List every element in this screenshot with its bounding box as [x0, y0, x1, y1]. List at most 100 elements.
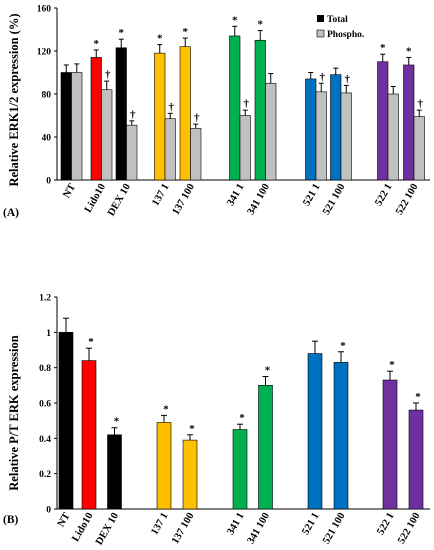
significance-mark: * — [380, 42, 386, 54]
bar-ratio-521-1 — [307, 353, 323, 510]
x-tick-label: 137 100 — [170, 511, 197, 546]
y-tick-label: 0.6 — [39, 400, 51, 410]
bar-phospho-nt — [71, 72, 83, 181]
significance-mark: † — [345, 73, 351, 85]
x-tick-label: 341 100 — [246, 182, 273, 217]
y-tick-label: 1.2 — [39, 294, 51, 304]
significance-mark: † — [320, 71, 326, 83]
bar-phospho-521-1 — [315, 91, 327, 181]
significance-mark: * — [119, 27, 125, 39]
y-tick-label: 0.8 — [39, 364, 51, 374]
y-tick-label: 0.4 — [39, 435, 51, 445]
significance-mark: † — [169, 101, 175, 113]
legend: Total Phospho. — [316, 15, 364, 40]
bar-phospho-521-100 — [340, 92, 352, 181]
x-tick-label: 522 100 — [394, 182, 421, 217]
significance-mark: * — [406, 45, 412, 57]
y-tick-label: 0 — [46, 506, 51, 516]
x-tick-label: DEX 10 — [106, 182, 133, 218]
bar-total-341-100 — [254, 39, 266, 181]
x-tick-label: 522 1 — [375, 511, 396, 537]
significance-mark: † — [194, 112, 200, 124]
significance-mark: * — [94, 38, 100, 50]
bar-total-137-1 — [154, 52, 166, 181]
x-tick-label: 521 1 — [300, 511, 321, 537]
x-tick-label: NT — [56, 511, 73, 529]
x-tick-label: 137 1 — [149, 511, 170, 537]
significance-mark: * — [239, 412, 245, 424]
legend-label-total: Total — [327, 15, 348, 25]
bar-ratio-522-100 — [408, 409, 424, 510]
panel-a-chart: 0 40 80 120 160 Relative ERK1/2 expression (%… — [3, 5, 430, 219]
bar-ratio-137-100 — [182, 439, 198, 510]
significance-mark: † — [418, 98, 424, 110]
significance-mark: * — [114, 416, 120, 428]
x-tick-label: 341 1 — [225, 182, 246, 208]
bar-phospho-137-1 — [164, 118, 176, 181]
significance-mark: * — [88, 336, 94, 348]
panel-label-b: (B) — [3, 514, 19, 526]
bar-phospho-522-100 — [413, 116, 425, 181]
bar-phospho-dex-10 — [126, 124, 138, 181]
bar-ratio-137-1 — [156, 422, 172, 510]
bar-ratio-nt — [58, 332, 74, 510]
legend-swatch-phospho — [316, 29, 325, 38]
significance-mark: * — [183, 26, 189, 38]
x-tick-label: 521 100 — [321, 511, 348, 546]
bar-total-521-1 — [305, 78, 317, 181]
x-tick-label: 341 100 — [246, 511, 273, 546]
bar-phospho-lido10 — [101, 89, 113, 181]
bar-total-521-100 — [330, 74, 342, 181]
significance-mark: * — [415, 391, 421, 403]
x-tick-label: 521 1 — [301, 182, 322, 208]
legend-label-phospho: Phospho. — [327, 30, 364, 40]
bar-ratio-522-1 — [382, 379, 398, 510]
x-tick-label: 521 100 — [321, 182, 348, 217]
significance-mark: † — [130, 109, 136, 121]
significance-mark: * — [265, 365, 271, 377]
x-tick-label: 137 1 — [150, 182, 171, 208]
bar-total-522-1 — [377, 61, 389, 181]
bar-phospho-341-100 — [265, 82, 277, 181]
significance-mark: * — [163, 403, 169, 415]
bar-phospho-341-1 — [239, 115, 251, 181]
significance-mark: † — [105, 69, 111, 81]
bar-total-dex-10 — [115, 47, 127, 181]
bar-ratio-lido10 — [81, 360, 97, 510]
x-tick-label: DEX 10 — [94, 511, 121, 547]
bar-total-lido10 — [90, 57, 102, 181]
bar-ratio-341-100 — [258, 385, 273, 510]
bar-ratio-dex-10 — [107, 434, 122, 510]
y-tick-label: 1 — [46, 329, 51, 339]
x-tick-label: NT — [61, 182, 78, 200]
panel-b-chart: 0 0.2 0.4 0.6 0.8 1 1.2 Relative P/T ERK expres… — [3, 294, 430, 547]
y-axis-title: Relative ERK1/2 expression (%) — [7, 13, 21, 186]
y-tick-label: 0 — [46, 177, 51, 187]
bar-ratio-521-100 — [333, 362, 349, 510]
significance-mark: * — [340, 340, 346, 352]
x-tick-label: 341 1 — [225, 511, 246, 537]
bar-phospho-137-100 — [190, 128, 202, 181]
panel-label-a: (A) — [3, 207, 19, 219]
y-tick-label: 160 — [37, 5, 52, 15]
bar-total-137-100 — [179, 46, 191, 181]
significance-mark: * — [189, 423, 195, 435]
y-tick-label: 120 — [37, 48, 52, 58]
significance-mark: * — [157, 33, 163, 45]
x-tick-label: 522 100 — [396, 511, 423, 546]
legend-swatch-total — [317, 15, 324, 22]
y-axis-title: Relative P/T ERK expression — [7, 335, 21, 490]
x-tick-label: 137 100 — [171, 182, 198, 217]
y-tick-label: 80 — [42, 91, 52, 101]
y-tick-label: 40 — [42, 134, 52, 144]
bar-phospho-522-1 — [387, 93, 399, 181]
significance-mark: † — [244, 98, 250, 110]
x-tick-label: Lido10 — [83, 182, 108, 215]
significance-mark: * — [258, 19, 264, 31]
bar-ratio-341-1 — [232, 429, 248, 510]
bar-total-522-100 — [403, 64, 415, 181]
significance-mark: * — [389, 359, 395, 371]
significance-mark: * — [232, 14, 238, 26]
y-tick-label: 0.2 — [39, 470, 51, 480]
